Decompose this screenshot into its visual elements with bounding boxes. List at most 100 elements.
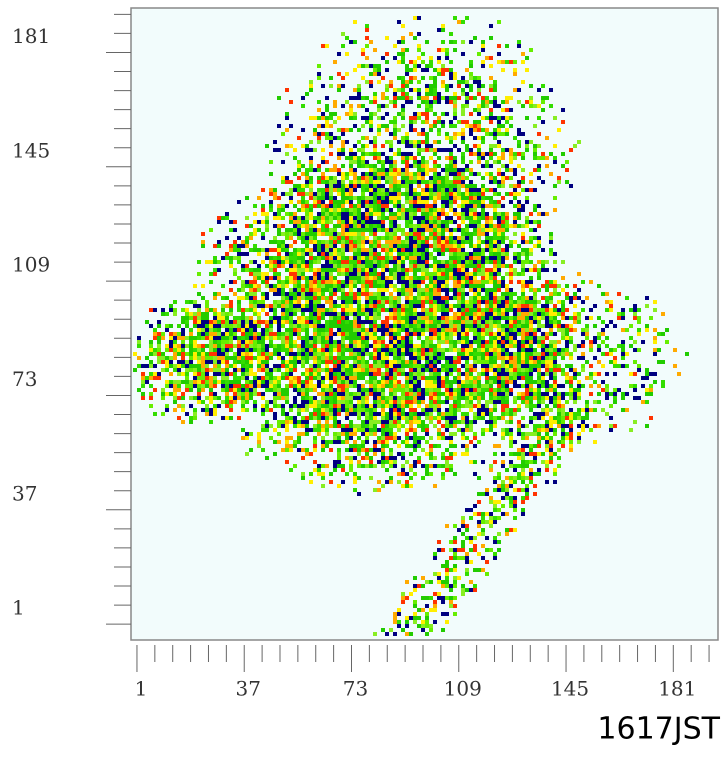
texture-pixel (525, 376, 529, 380)
texture-pixel (233, 356, 237, 360)
texture-pixel (457, 348, 461, 352)
texture-pixel (381, 372, 385, 376)
texture-pixel (289, 360, 293, 364)
texture-pixel (597, 336, 601, 340)
texture-pixel (489, 336, 493, 340)
texture-pixel (525, 328, 529, 332)
texture-pixel (485, 248, 489, 252)
texture-pixel (457, 216, 461, 220)
texture-pixel (253, 248, 257, 252)
texture-pixel (325, 360, 329, 364)
texture-pixel (349, 148, 353, 152)
texture-pixel (405, 232, 409, 236)
texture-pixel (529, 268, 533, 272)
texture-pixel (425, 216, 429, 220)
texture-pixel (297, 164, 301, 168)
texture-pixel (309, 180, 313, 184)
texture-pixel (501, 232, 505, 236)
texture-pixel (405, 344, 409, 348)
texture-pixel (369, 184, 373, 188)
texture-pixel (201, 388, 205, 392)
texture-pixel (509, 156, 513, 160)
texture-pixel (345, 348, 349, 352)
texture-pixel (505, 108, 509, 112)
texture-pixel (289, 368, 293, 372)
texture-pixel (437, 72, 441, 76)
texture-pixel (525, 216, 529, 220)
texture-pixel (461, 200, 465, 204)
texture-pixel (529, 48, 533, 52)
texture-pixel (313, 116, 317, 120)
texture-pixel (193, 312, 197, 316)
texture-pixel (245, 340, 249, 344)
texture-pixel (489, 180, 493, 184)
texture-pixel (461, 160, 465, 164)
texture-pixel (389, 172, 393, 176)
texture-pixel (277, 240, 281, 244)
texture-pixel (441, 352, 445, 356)
texture-pixel (217, 336, 221, 340)
texture-pixel (269, 192, 273, 196)
texture-pixel (381, 304, 385, 308)
texture-pixel (241, 368, 245, 372)
texture-pixel (345, 336, 349, 340)
texture-pixel (525, 196, 529, 200)
texture-pixel (573, 312, 577, 316)
texture-pixel (169, 380, 173, 384)
texture-pixel (485, 376, 489, 380)
texture-pixel (517, 44, 521, 48)
texture-pixel (333, 348, 337, 352)
texture-pixel (349, 312, 353, 316)
texture-pixel (409, 232, 413, 236)
texture-pixel (513, 312, 517, 316)
texture-pixel (445, 280, 449, 284)
texture-pixel (405, 352, 409, 356)
texture-pixel (397, 60, 401, 64)
texture-pixel (377, 384, 381, 388)
texture-pixel (469, 172, 473, 176)
texture-pixel (501, 256, 505, 260)
texture-pixel (337, 248, 341, 252)
texture-pixel (397, 316, 401, 320)
texture-pixel (417, 96, 421, 100)
texture-pixel (401, 60, 405, 64)
texture-pixel (373, 240, 377, 244)
texture-pixel (333, 104, 337, 108)
texture-pixel (245, 252, 249, 256)
texture-pixel (353, 376, 357, 380)
texture-pixel (285, 360, 289, 364)
texture-pixel (517, 296, 521, 300)
texture-pixel (381, 336, 385, 340)
texture-pixel (533, 168, 537, 172)
texture-pixel (213, 372, 217, 376)
texture-pixel (545, 320, 549, 324)
texture-pixel (413, 264, 417, 268)
texture-pixel (513, 260, 517, 264)
texture-pixel (513, 268, 517, 272)
texture-pixel (385, 320, 389, 324)
texture-pixel (529, 276, 533, 280)
texture-pixel (449, 60, 453, 64)
texture-pixel (405, 84, 409, 88)
texture-pixel (357, 316, 361, 320)
texture-pixel (549, 308, 553, 312)
texture-pixel (521, 332, 525, 336)
texture-pixel (549, 360, 553, 364)
texture-pixel (449, 308, 453, 312)
texture-pixel (317, 124, 321, 128)
texture-pixel (249, 320, 253, 324)
texture-pixel (381, 268, 385, 272)
texture-pixel (369, 112, 373, 116)
texture-pixel (421, 268, 425, 272)
texture-pixel (521, 328, 525, 332)
texture-pixel (385, 332, 389, 336)
texture-pixel (529, 324, 533, 328)
texture-pixel (309, 276, 313, 280)
texture-pixel (361, 284, 365, 288)
texture-pixel (281, 216, 285, 220)
texture-pixel (373, 136, 377, 140)
texture-pixel (345, 332, 349, 336)
texture-pixel (365, 236, 369, 240)
texture-pixel (385, 384, 389, 388)
texture-pixel (445, 48, 449, 52)
